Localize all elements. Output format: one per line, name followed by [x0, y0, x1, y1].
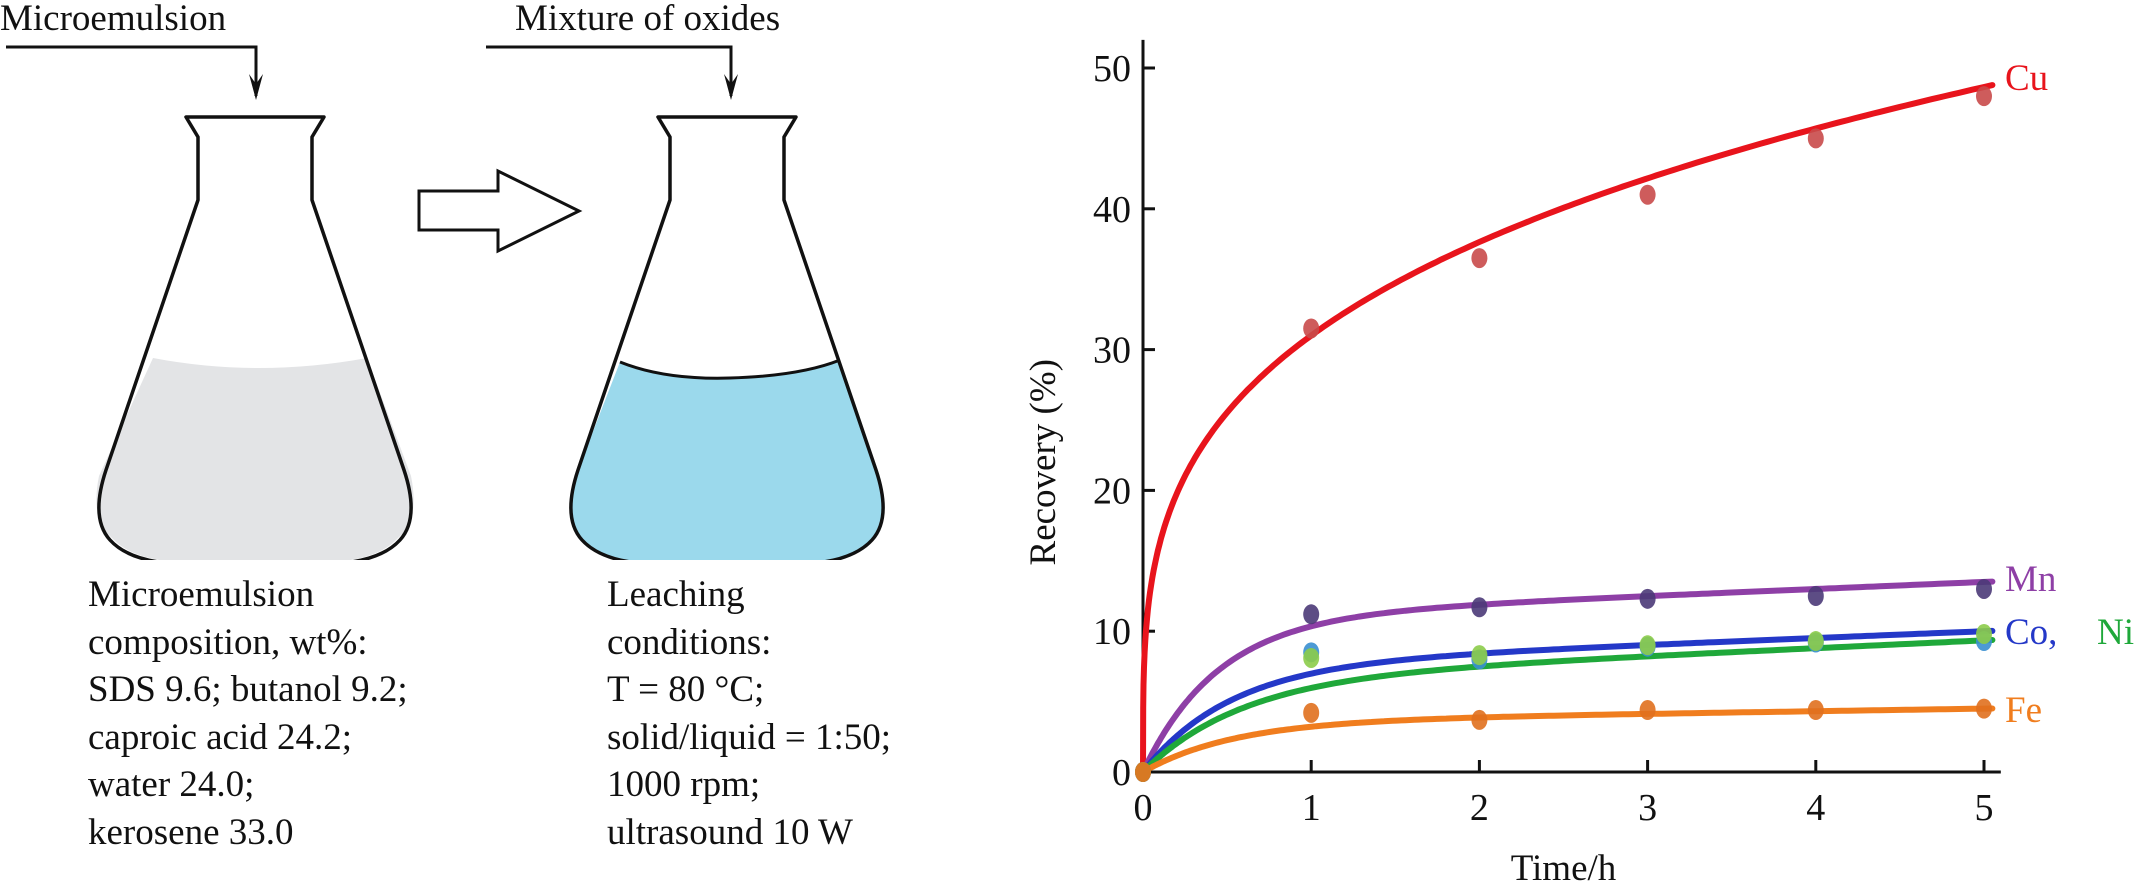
process-arrow-icon [417, 168, 583, 254]
flask-microemulsion [96, 115, 414, 560]
flask-leaching [569, 115, 885, 560]
y-tick-label: 20 [1093, 470, 1131, 512]
data-point-fe [1807, 700, 1824, 721]
conditions-line: Leaching [607, 574, 745, 615]
data-point-fe [1303, 702, 1320, 723]
flask-2-liquid [570, 360, 884, 560]
x-tick-label: 5 [1975, 787, 1994, 829]
conditions-line: conditions: [607, 621, 772, 663]
data-point-mn [1976, 578, 1992, 599]
conditions-line: 1000 rpm; [607, 764, 761, 805]
chart-points [1135, 86, 1992, 782]
data-point-cu [1976, 86, 1992, 107]
series-label-cu: Cu [2005, 58, 2048, 99]
series-label-mn: Mn [2005, 559, 2056, 600]
conditions-line: solid/liquid = 1:50; [607, 716, 892, 758]
data-point-ni [1471, 645, 1488, 666]
fit-curve-ni [1140, 637, 1996, 775]
chart-series-labels: Cu Mn Co, Ni Fe [2005, 58, 2134, 731]
series-label-fe: Fe [2005, 690, 2042, 731]
x-tick-label: 4 [1806, 787, 1825, 829]
fit-curve-fe [1140, 705, 1996, 775]
x-tick-label: 1 [1302, 787, 1321, 829]
data-point-fe [1639, 700, 1656, 721]
data-point-mn [1471, 597, 1488, 618]
data-point-mn [1639, 588, 1656, 609]
flask-1-liquid [96, 358, 414, 560]
input-arrowhead-2 [724, 74, 738, 100]
data-point-fe [1471, 709, 1488, 730]
data-point-ni [1976, 624, 1992, 645]
composition-line: SDS 9.6; butanol 9.2; [88, 669, 408, 710]
input-arrow-2 [486, 45, 733, 96]
composition-line: Microemulsion [88, 574, 315, 615]
process-diagram [6, 45, 885, 560]
y-tick-label: 50 [1093, 48, 1131, 90]
data-point-ni [1807, 631, 1824, 652]
conditions-line: ultrasound 10 W [607, 811, 853, 853]
leaching-conditions-text: Leaching conditions: T = 80 °C; solid/li… [607, 571, 891, 856]
composition-line: composition, wt%: [88, 621, 368, 663]
data-point-ni [1303, 647, 1320, 668]
x-tick-label: 3 [1638, 787, 1657, 829]
fit-curve-co [1140, 627, 1996, 775]
data-point-ni [1639, 635, 1656, 656]
composition-line: water 24.0; [88, 764, 255, 805]
data-point-cu [1303, 318, 1320, 339]
fit-curve-mn [1140, 578, 1996, 775]
fit-curve-cu [1140, 82, 1996, 775]
y-tick-label: 30 [1093, 330, 1131, 372]
data-point-cu [1807, 128, 1824, 149]
y-tick-label: 10 [1093, 611, 1131, 653]
microemulsion-composition-text: Microemulsion composition, wt%: SDS 9.6;… [88, 571, 408, 856]
microemulsion-input-label: Microemulsion [0, 0, 227, 39]
chart-curves [1140, 82, 1996, 775]
data-point-cu [1639, 184, 1656, 205]
data-point-fe [1976, 698, 1992, 719]
oxides-input-label: Mixture of oxides [515, 0, 781, 39]
input-arrowhead-1 [249, 74, 263, 100]
x-tick-label: 2 [1470, 787, 1489, 829]
composition-line: caproic acid 24.2; [88, 716, 353, 758]
series-label-ni: Ni [2097, 612, 2134, 653]
data-point-mn [1807, 586, 1824, 606]
composition-line: kerosene 33.0 [88, 811, 294, 853]
series-label-co: Co, [2005, 612, 2057, 653]
input-arrow-1 [6, 45, 258, 96]
y-tick-label: 0 [1112, 752, 1131, 794]
data-point-fe [1135, 762, 1151, 782]
conditions-line: T = 80 °C; [607, 669, 765, 710]
data-point-cu [1471, 248, 1488, 269]
x-tick-label: 0 [1134, 787, 1153, 829]
data-point-mn [1303, 604, 1320, 625]
x-axis-title: Time/h [1511, 848, 1617, 886]
y-axis-title: Recovery (%) [1023, 359, 1064, 565]
y-tick-label: 40 [1093, 189, 1131, 231]
